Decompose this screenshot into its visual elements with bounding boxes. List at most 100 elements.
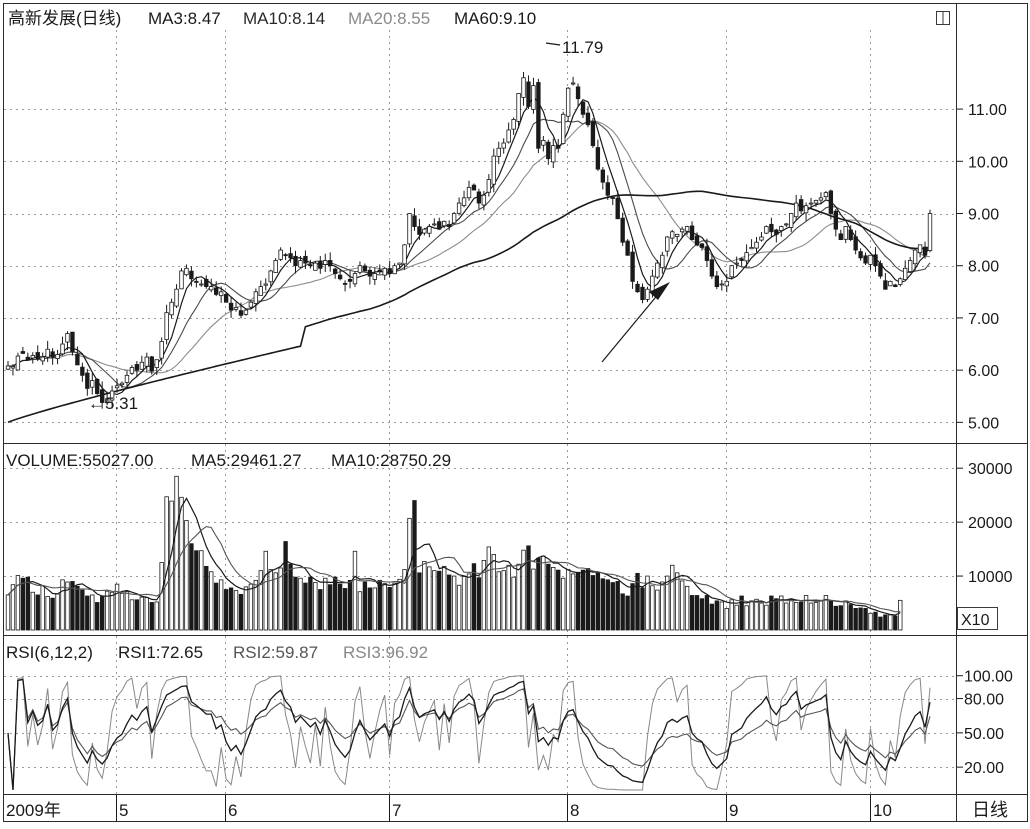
candle-body xyxy=(863,255,868,264)
date-axis: 2009年 5 6 7 8 9 10 xyxy=(6,795,892,821)
ma20-line xyxy=(7,120,930,374)
volume-bar xyxy=(318,589,323,631)
volume-header: VOLUME:55027.00 xyxy=(6,451,153,470)
rsi-lines xyxy=(7,675,931,791)
candle-body xyxy=(154,359,159,368)
candle-body xyxy=(466,187,472,199)
candle-body xyxy=(784,223,789,226)
volume-bar xyxy=(560,577,566,631)
volume-bar xyxy=(739,595,744,631)
candle-body xyxy=(560,113,566,144)
volume-bar xyxy=(590,575,596,631)
volume-bar xyxy=(531,568,536,631)
volume-bar xyxy=(328,584,333,631)
candle-body xyxy=(293,255,298,267)
volume-bar xyxy=(5,594,11,631)
volume-bar xyxy=(769,595,774,631)
volume-bar xyxy=(675,572,680,631)
volume-bar xyxy=(645,575,650,631)
trend-arrow xyxy=(601,282,670,363)
candle-body xyxy=(600,169,606,183)
volume-bar xyxy=(20,577,26,631)
panel-toggle-icon[interactable] xyxy=(936,11,950,25)
candle-body xyxy=(625,240,630,256)
candle-body xyxy=(868,254,873,265)
volume-bar xyxy=(580,569,586,631)
volume-bar xyxy=(357,591,363,631)
candle-body xyxy=(749,247,754,250)
candle-body xyxy=(521,77,526,98)
candle-body xyxy=(25,356,31,361)
candle-body xyxy=(427,226,432,234)
volume-bar xyxy=(640,587,645,631)
volume-bar xyxy=(466,573,472,631)
candle-body xyxy=(238,310,244,316)
candle-body xyxy=(218,291,224,297)
volume-bar xyxy=(362,581,368,631)
volume-bar xyxy=(610,582,615,631)
volume-bar xyxy=(689,595,695,631)
ma60-line xyxy=(7,190,931,424)
volume-bar xyxy=(323,577,328,631)
volume-bar xyxy=(402,569,407,631)
period-label: 日线 xyxy=(972,800,1008,820)
candle-body xyxy=(223,293,229,303)
chart-outer-border xyxy=(3,3,1028,822)
candle-body xyxy=(283,254,288,257)
volume-bar xyxy=(109,591,115,631)
volume-bar xyxy=(883,614,888,631)
volume-bar xyxy=(114,583,120,631)
candle-body xyxy=(65,333,70,343)
volume-ma10-line xyxy=(7,526,901,613)
candle-body xyxy=(793,202,799,218)
volume-bar xyxy=(719,601,724,631)
candle-body xyxy=(382,267,387,276)
candle-body xyxy=(422,228,427,234)
candle-body xyxy=(407,213,412,245)
candle-body xyxy=(134,364,140,371)
candle-body xyxy=(35,352,40,360)
volume-bar xyxy=(164,496,169,631)
volume-bar xyxy=(30,591,35,631)
date-tick-label: 6 xyxy=(228,801,237,820)
volume-bar xyxy=(704,595,710,631)
volume-bar xyxy=(174,475,179,631)
candle-body xyxy=(352,273,358,285)
candle-body xyxy=(442,220,447,227)
high-price-marker: 11.79 xyxy=(545,38,603,57)
candle-body xyxy=(675,233,680,237)
period-button[interactable]: 日线 xyxy=(972,800,1008,820)
volume-bar xyxy=(238,594,244,631)
volume-tick-label: 20000 xyxy=(968,515,1013,532)
volume-bar xyxy=(134,599,140,631)
rsi-tick-label: 80.00 xyxy=(964,692,1004,709)
candle-body xyxy=(387,268,392,274)
volume-tick-label: 10000 xyxy=(968,569,1013,586)
candle-body xyxy=(15,355,21,371)
candle-body xyxy=(258,286,263,296)
candle-body xyxy=(80,366,85,376)
volume-bar xyxy=(823,595,829,631)
volume-bar xyxy=(332,576,338,631)
volume-bar xyxy=(709,603,715,631)
volume-bar xyxy=(179,496,184,631)
volume-bar xyxy=(575,571,581,631)
volume-bar xyxy=(263,550,268,631)
volume-bar xyxy=(684,585,690,631)
candle-body xyxy=(506,129,511,143)
price-tick-label: 11.00 xyxy=(968,102,1007,119)
candle-body xyxy=(347,278,353,282)
volume-bar xyxy=(724,608,729,631)
volume-bar xyxy=(670,564,675,631)
candle-body xyxy=(922,246,928,256)
volume-bar xyxy=(432,570,437,631)
candle-body xyxy=(55,354,60,359)
volume-bar xyxy=(303,582,308,631)
volume-bar xyxy=(129,599,135,631)
volume-bar xyxy=(144,597,149,631)
volume-bar xyxy=(556,569,561,631)
candle-body xyxy=(645,288,650,300)
candle-body xyxy=(556,144,561,149)
candle-body xyxy=(898,278,903,285)
volume-bar xyxy=(793,602,799,631)
